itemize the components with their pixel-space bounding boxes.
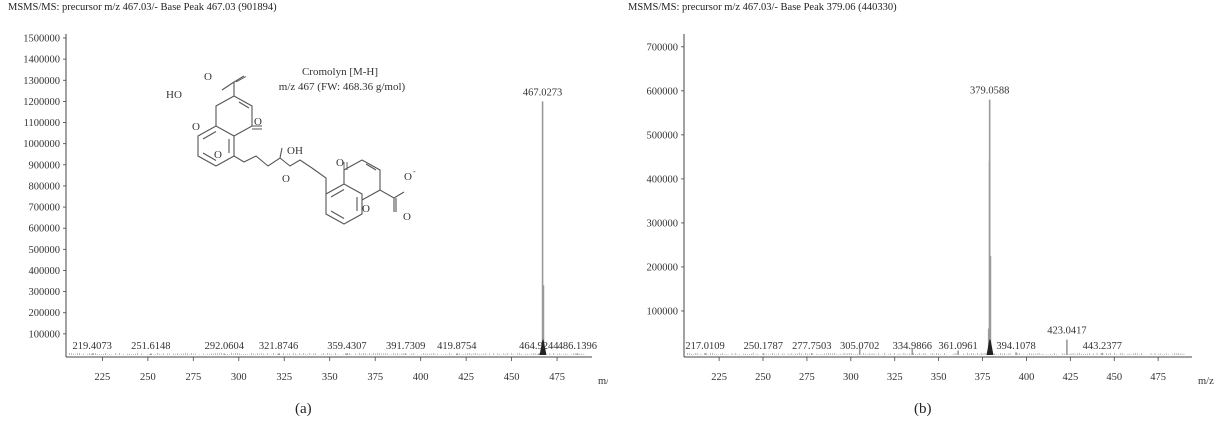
y-tick-label: 1500000 [23,34,60,45]
y-tick-label: 200000 [647,262,679,273]
y-tick-label: 300000 [647,218,679,229]
peak-label: 486.1396 [558,341,597,352]
peak-base-shading [540,339,547,355]
baseline-noise [687,352,1185,355]
x-tick-label: 275 [185,372,201,383]
panel-a-caption: (a) [295,401,312,417]
peak-label: 305.0702 [840,341,879,352]
peak-label: 359.4307 [327,341,366,352]
peak-label: 219.4073 [73,341,112,352]
y-tick-label: 200000 [29,308,61,319]
baseline-noise [69,352,585,355]
atom-o-keto-left: O [254,116,262,128]
y-tick-label: 500000 [29,245,61,256]
x-tick-label: 425 [1062,372,1078,383]
peak-label: 443.2377 [1083,341,1122,352]
spectrum-chart-a: HO O O O O OH O O O - O O Cromolyn [M-H]… [23,34,608,388]
x-tick-label: 225 [95,372,111,383]
y-tick-label: 1000000 [23,139,60,150]
peak-label: 394.1078 [996,341,1035,352]
x-tick-label: 225 [711,372,727,383]
cromolyn-structure [197,75,405,225]
panel-b-title: MSMS/MS: precursor m/z 467.03/- Base Pea… [628,2,897,13]
y-tick-label: 1200000 [23,97,60,108]
x-tick-label: 250 [755,372,771,383]
spectrum-panel-b: MSMS/MS: precursor m/z 467.03/- Base Pea… [608,0,1216,425]
peak-label: 423.0417 [1047,326,1086,337]
atom-minus: - [413,167,416,176]
chart-plot-area: 100000 200000 300000 400000 500000 600000 7000… [23,34,608,388]
y-tick-label: 100000 [647,306,679,317]
y-tick-label: 100000 [29,329,61,340]
peak-label: 277.7503 [792,341,831,352]
spectrum-chart-b: 100000 200000 300000 400000 500000 600000 7000… [647,34,1214,387]
atom-o-minus: O [404,171,412,183]
x-tick-label: 475 [549,372,565,383]
y-tick-label: 300000 [29,287,61,298]
x-tick-label: 425 [458,372,474,383]
chart-plot-area: 100000 200000 300000 400000 500000 600000 7000… [647,34,1214,387]
y-tick-label: 500000 [647,130,679,141]
y-tick-label: 400000 [647,174,679,185]
peak-label: 217.0109 [685,341,724,352]
x-tick-label: 325 [276,372,292,383]
x-tick-label: 375 [367,372,383,383]
y-tick-label: 1300000 [23,76,60,87]
atom-o-keto-right: O [336,157,344,169]
panel-a-title: MSMS/MS: precursor m/z 467.03/- Base Pea… [8,2,277,13]
y-tick-label: 600000 [29,224,61,235]
peak-label: 467.0273 [523,87,562,98]
x-axis-label: m/z [598,376,608,387]
y-tick-label: 700000 [647,42,679,53]
x-tick-label: 375 [975,372,991,383]
peak-label: 334.9866 [893,341,932,352]
x-axis-label: m/z [1198,376,1214,387]
x-tick-label: 350 [322,372,338,383]
peak-label: 379.0588 [970,86,1009,97]
peak-label: 292.0604 [205,341,245,352]
y-tick-label: 600000 [647,86,679,97]
x-tick-label: 275 [799,372,815,383]
x-tick-label: 400 [413,372,429,383]
spectrum-panel-a: MSMS/MS: precursor m/z 467.03/- Base Pea… [8,2,608,417]
y-tick-label: 1100000 [24,118,60,129]
peak-base-shading [986,339,993,355]
y-tick-label: 900000 [29,160,61,171]
y-tick-label: 400000 [29,266,61,277]
atom-o-carboxyl: O [403,211,411,223]
atom-o-ether-left: O [214,149,222,161]
peak-label: 321.8746 [259,341,298,352]
x-tick-label: 350 [931,372,947,383]
y-tick-label: 1400000 [23,55,60,66]
x-tick-label: 325 [887,372,903,383]
atom-o-ring-right: O [362,203,370,215]
inset-formula-line: m/z 467 (FW: 468.36 g/mol) [279,81,406,93]
peak-label: 361.0961 [938,341,977,352]
x-tick-label: 400 [1019,372,1035,383]
atom-o-ring-left: O [192,121,200,133]
atom-o-cooh: O [204,71,212,83]
peak-label: 391.7309 [386,341,425,352]
peak-label: 419.8754 [437,341,477,352]
atom-o-ether-right: O [282,173,290,185]
atom-ho: HO [166,89,182,101]
y-tick-label: 700000 [29,203,61,214]
inset-compound-name: Cromolyn [M-H] [302,66,378,78]
peak-label: 251.6148 [131,341,170,352]
x-tick-label: 450 [1106,372,1122,383]
cromolyn-atom-labels: HO O O O O OH O O O - O O [166,71,416,223]
atom-oh: OH [287,145,303,157]
y-tick-label: 800000 [29,181,61,192]
x-tick-label: 250 [140,372,156,383]
peak-label: 464.9244 [519,341,559,352]
x-tick-label: 450 [504,372,520,383]
x-tick-label: 300 [231,372,247,383]
peak-label: 250.1787 [744,341,783,352]
panel-b-caption: (b) [914,401,932,417]
x-tick-label: 300 [843,372,859,383]
x-tick-label: 475 [1150,372,1166,383]
